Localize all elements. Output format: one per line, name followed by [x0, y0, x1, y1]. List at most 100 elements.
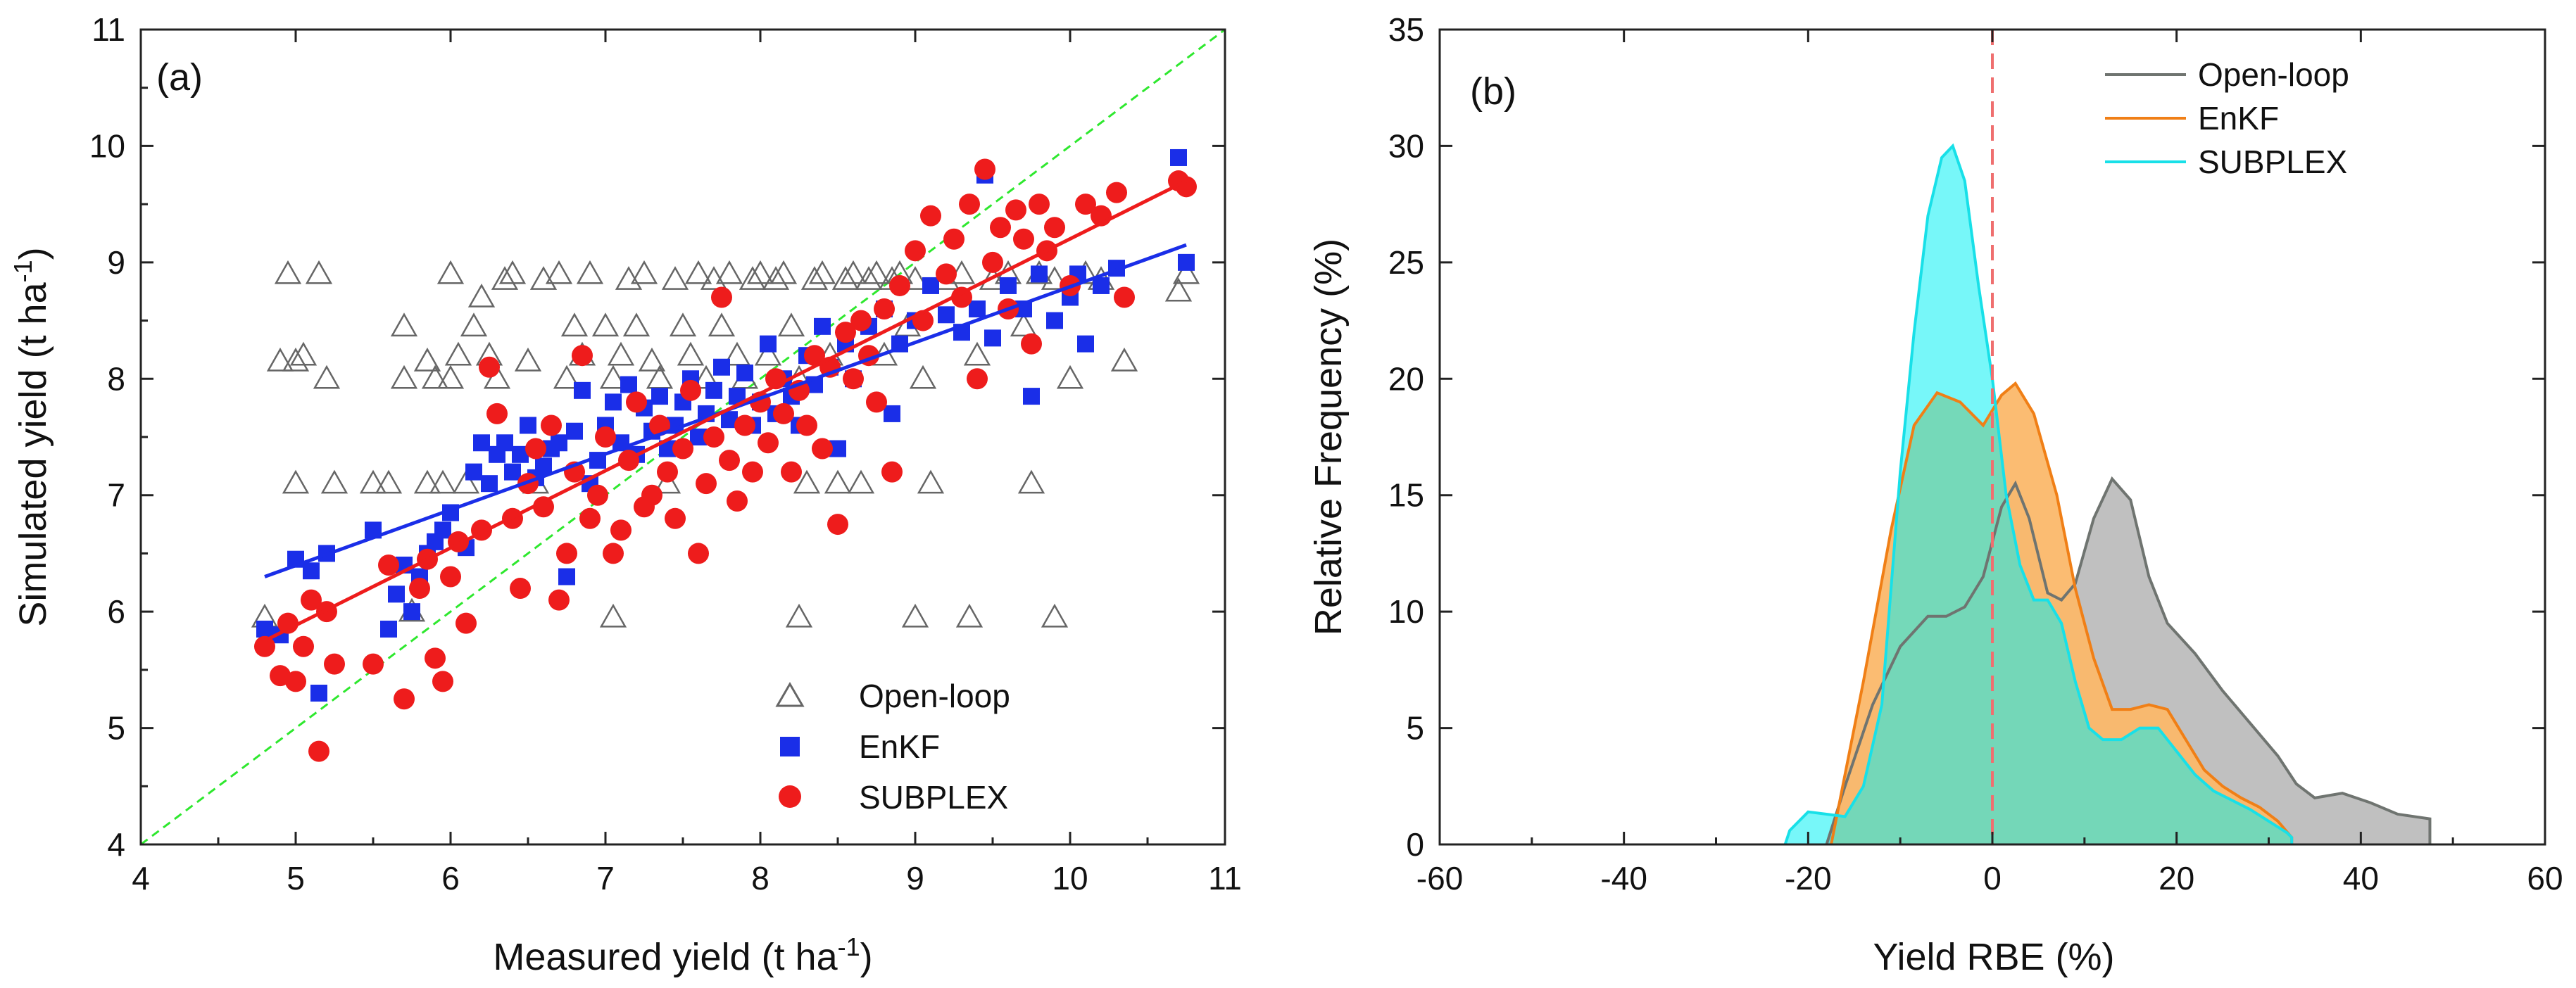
- enkf-point: [705, 381, 722, 399]
- enkf-point: [1031, 265, 1048, 283]
- open-loop-point: [1041, 603, 1069, 628]
- subplex-point: [889, 274, 910, 296]
- enkf-point: [388, 585, 405, 603]
- x-tick-label: 0: [1983, 860, 2002, 897]
- subplex-point: [967, 368, 988, 390]
- subplex-point: [1075, 194, 1096, 215]
- subplex-point: [812, 438, 833, 460]
- y-tick-label: 11: [92, 11, 125, 48]
- enkf-point: [551, 434, 567, 452]
- subplex-point: [982, 251, 1003, 273]
- enkf-point: [713, 358, 730, 376]
- open-loop-point: [746, 260, 774, 284]
- enkf-point: [473, 434, 490, 452]
- y-tick-label: 6: [107, 593, 125, 630]
- subplex-point: [1021, 333, 1042, 355]
- legend-subplex-circle-icon: [779, 785, 801, 808]
- subplex-point: [727, 490, 748, 512]
- open-loop-point: [630, 260, 658, 284]
- subplex-point: [277, 612, 299, 634]
- subplex-point: [796, 414, 817, 436]
- enkf-point: [520, 417, 536, 434]
- open-loop-point: [1010, 312, 1038, 337]
- enkf-point: [481, 475, 498, 493]
- open-loop-point: [638, 347, 666, 372]
- enkf-point: [922, 277, 939, 294]
- subplex-point: [285, 671, 306, 692]
- legend-open-loop-label: Open-loop: [859, 678, 1010, 714]
- subplex-point: [990, 217, 1011, 239]
- open-loop-point: [862, 260, 891, 284]
- subplex-point: [301, 589, 322, 611]
- enkf-point: [814, 317, 831, 335]
- subplex-fit-line: [263, 179, 1188, 642]
- open-loop-point: [599, 365, 627, 389]
- enkf-point: [434, 521, 451, 539]
- panel-b-plot-area: [1783, 30, 2432, 844]
- subplex-point: [579, 507, 601, 529]
- subplex-point: [409, 578, 430, 600]
- legend-b-enkf-label: EnKF: [2198, 100, 2279, 137]
- subplex-point: [665, 507, 686, 529]
- open-loop-point: [375, 469, 403, 494]
- panel-b-distribution: -60 -40 -20 0 20 40 60 0 5 10 15 20 25 30 35 (b) Yield…: [1307, 11, 2563, 978]
- subplex-point: [835, 322, 856, 343]
- subplex-point: [866, 391, 887, 413]
- enkf-point: [1046, 312, 1063, 329]
- open-loop-point: [839, 260, 867, 284]
- enkf-point: [566, 422, 583, 440]
- legend-enkf-label: EnKF: [859, 728, 940, 765]
- enkf-point: [1023, 388, 1040, 405]
- subplex-point: [959, 194, 980, 215]
- y-tick-label: 5: [1406, 710, 1424, 747]
- open-loop-point: [529, 266, 558, 290]
- subplex-point: [363, 653, 384, 675]
- open-loop-point: [491, 266, 519, 290]
- x-tick-label: 10: [1052, 860, 1088, 897]
- open-loop-point: [661, 266, 689, 290]
- open-loop-point: [909, 365, 937, 389]
- enkf-point: [1077, 335, 1094, 353]
- subplex-point: [1106, 182, 1127, 203]
- panel-a-letter: (a): [156, 56, 203, 99]
- y-tick-label: 30: [1388, 127, 1424, 164]
- x-tick-label: 6: [441, 860, 460, 897]
- subplex-point: [425, 647, 446, 669]
- subplex-point: [672, 438, 693, 460]
- open-loop-point: [390, 312, 418, 337]
- panel-a-x-axis-label: Measured yield (t ha-1): [493, 932, 872, 978]
- legend-subplex-label: SUBPLEX: [859, 779, 1008, 816]
- open-loop-point: [460, 312, 488, 337]
- enkf-point: [1170, 148, 1187, 166]
- open-loop-point: [901, 266, 929, 290]
- open-loop-point: [700, 266, 728, 290]
- open-loop-point: [684, 260, 712, 284]
- open-loop-point: [599, 603, 627, 628]
- legend-b-subplex-label: SUBPLEX: [2198, 144, 2347, 180]
- y-tick-label: 5: [107, 710, 125, 747]
- open-loop-point: [793, 469, 821, 494]
- y-tick-label: 4: [107, 826, 125, 863]
- open-loop-point: [808, 260, 836, 284]
- open-loop-point: [560, 312, 589, 337]
- open-loop-point: [413, 347, 441, 372]
- y-tick-label: 9: [107, 244, 125, 281]
- open-loop-point: [313, 365, 341, 389]
- panel-a-scatter: 4 5 6 7 8 9 10 11 4 5 6 7 8 9 10 11 (a) Measured yield …: [8, 11, 1242, 978]
- subplex-point: [688, 543, 709, 564]
- subplex-point: [432, 671, 453, 692]
- subplex-point: [881, 461, 903, 483]
- open-loop-point: [955, 603, 984, 628]
- y-tick-label: 20: [1388, 360, 1424, 397]
- open-loop-point: [553, 365, 581, 389]
- enkf-point: [984, 329, 1001, 347]
- open-loop-density-line: [1825, 476, 2432, 844]
- subplex-point: [657, 461, 678, 483]
- subplex-point: [610, 519, 632, 541]
- open-loop-point: [576, 260, 604, 284]
- open-loop-point: [390, 365, 418, 389]
- subplex-point: [1005, 199, 1026, 221]
- y-tick-label: 15: [1388, 477, 1424, 514]
- subplex-point: [378, 554, 399, 576]
- subplex-density-area: [1785, 146, 2292, 844]
